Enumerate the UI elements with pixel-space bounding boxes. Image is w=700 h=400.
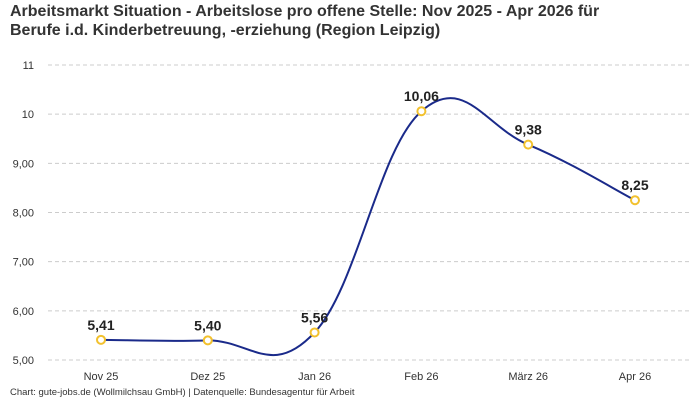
data-point bbox=[630, 195, 640, 206]
data-point bbox=[202, 335, 213, 346]
data-point bbox=[416, 106, 427, 117]
series-line bbox=[100, 97, 636, 357]
data-point bbox=[96, 334, 106, 345]
data-label: 10,06 bbox=[404, 88, 439, 104]
x-tick-label: Nov 25 bbox=[84, 371, 119, 383]
grid-lines bbox=[48, 64, 690, 361]
x-tick-label: Apr 26 bbox=[619, 371, 651, 383]
y-tick-label: 9,00 bbox=[13, 158, 34, 170]
data-point bbox=[309, 327, 320, 338]
chart-title: Arbeitsmarkt Situation - Arbeitslose pro… bbox=[10, 2, 690, 40]
data-points bbox=[96, 106, 640, 346]
chart-title-line1: Arbeitsmarkt Situation - Arbeitslose pro… bbox=[10, 3, 600, 20]
data-label: 8,25 bbox=[621, 177, 648, 193]
data-label: 5,40 bbox=[194, 317, 221, 333]
data-label: 5,41 bbox=[87, 317, 114, 333]
data-label: 9,38 bbox=[515, 122, 542, 138]
y-axis-ticks: 5,00 6,00 7,00 8,00 9,00 10 11 bbox=[13, 60, 34, 367]
y-tick-label: 7,00 bbox=[13, 257, 34, 269]
data-labels: 5,41 5,40 5,56 10,06 9,38 8,25 bbox=[87, 88, 648, 333]
data-point bbox=[523, 139, 534, 150]
y-tick-label: 11 bbox=[23, 60, 34, 72]
y-tick-label: 10 bbox=[22, 109, 34, 121]
x-tick-label: Feb 26 bbox=[404, 371, 438, 383]
chart-title-line2: Berufe i.d. Kinderbetreuung, -erziehung … bbox=[10, 22, 441, 39]
data-label: 5,56 bbox=[301, 309, 328, 325]
chart-footer: Chart: gute-jobs.de (Wollmilchsau GmbH) … bbox=[10, 387, 355, 398]
x-tick-label: Jan 26 bbox=[298, 371, 331, 383]
y-tick-label: 8,00 bbox=[13, 208, 34, 220]
y-tick-label: 6,00 bbox=[13, 306, 34, 318]
x-tick-label: März 26 bbox=[508, 371, 548, 383]
x-axis-ticks: Nov 25 Dez 25 Jan 26 Feb 26 März 26 Apr 26 bbox=[84, 371, 652, 383]
x-tick-label: Dez 25 bbox=[190, 371, 225, 383]
y-tick-label: 5,00 bbox=[13, 355, 34, 367]
